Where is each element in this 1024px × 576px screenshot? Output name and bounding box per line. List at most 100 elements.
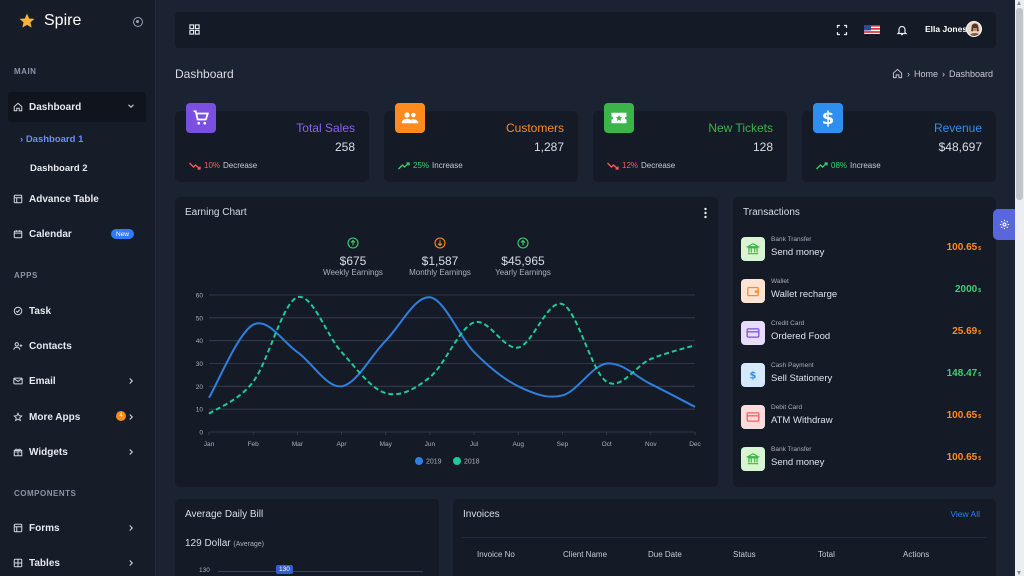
- sidebar-item-more-apps[interactable]: More Apps 4: [8, 403, 146, 431]
- chevron-right-icon: [129, 560, 134, 566]
- user-name[interactable]: Ella Jones: [925, 24, 968, 34]
- more-vertical-icon[interactable]: [703, 207, 708, 219]
- sidebar-item-label: Email: [29, 375, 56, 387]
- column-header[interactable]: Actions: [903, 550, 930, 559]
- sidebar-item-advance-table[interactable]: Advance Table: [8, 185, 146, 213]
- breadcrumb-current: Dashboard: [948, 68, 993, 79]
- sidebar-item-label: Forms: [29, 522, 60, 534]
- form-icon: [13, 523, 23, 533]
- sidebar: Spire MAIN Dashboard › Dashboard 1 Dashb…: [0, 0, 156, 576]
- settings-button[interactable]: [993, 209, 1015, 240]
- sidebar-item-tables[interactable]: Tables: [8, 549, 146, 576]
- column-header[interactable]: Due Date: [648, 550, 682, 559]
- stat-label: Total Sales: [296, 121, 355, 135]
- scrollbar-thumb[interactable]: [1016, 8, 1023, 200]
- breadcrumb-separator: ›: [941, 68, 945, 79]
- brand-name: Spire: [44, 12, 82, 29]
- earning-value: $45,965: [501, 254, 545, 268]
- column-header[interactable]: Status: [733, 550, 756, 559]
- svg-text:$: $: [750, 371, 757, 382]
- sidebar-subitem-dashboard-2[interactable]: Dashboard 2: [30, 163, 88, 174]
- sidebar-item-calendar[interactable]: Calendar New: [8, 220, 146, 248]
- apps-grid-icon[interactable]: [189, 24, 200, 35]
- us-flag-icon[interactable]: [864, 23, 880, 34]
- brand[interactable]: Spire: [18, 12, 81, 30]
- scroll-down-icon[interactable]: [1017, 571, 1021, 575]
- sidebar-item-label: Contacts: [29, 340, 72, 352]
- sidebar-subitem-dashboard-1[interactable]: › Dashboard 1: [20, 134, 84, 145]
- x-tick-label: Aug: [512, 441, 524, 448]
- y-tick-label: 40: [196, 338, 204, 345]
- gift-icon: [13, 447, 23, 457]
- column-header[interactable]: Invoice No: [477, 550, 515, 559]
- sidebar-toggle-icon[interactable]: [133, 17, 143, 27]
- home-icon[interactable]: [892, 68, 903, 79]
- average-daily-bill-card: Average Daily Bill 129 Dollar (Average) …: [175, 499, 439, 576]
- sidebar-item-label: Dashboard: [29, 101, 82, 113]
- bill-axis-label: 130: [199, 567, 210, 574]
- transaction-category: Bank Transfer: [771, 236, 812, 243]
- sidebar-item-label: Widgets: [29, 446, 68, 458]
- user-avatar[interactable]: [966, 21, 982, 37]
- transaction-name: Wallet recharge: [771, 289, 838, 300]
- sidebar-item-dashboard[interactable]: Dashboard: [8, 92, 146, 122]
- arrow-down-circle-icon: [434, 237, 446, 249]
- stat-trend: 10% Decrease: [189, 161, 257, 170]
- star-logo-icon: [19, 13, 35, 28]
- fullscreen-icon[interactable]: [836, 24, 848, 36]
- credit-card-icon: [741, 321, 765, 345]
- table-icon: [13, 194, 23, 204]
- card-title: Earning Chart: [185, 207, 247, 218]
- arrow-up-circle-icon: [347, 237, 359, 249]
- transaction-row[interactable]: Bank Transfer Send money 100.65$: [741, 234, 981, 274]
- stat-label: Revenue: [933, 121, 982, 135]
- column-header[interactable]: Client Name: [563, 550, 608, 559]
- scroll-up-icon[interactable]: [1017, 1, 1021, 5]
- transaction-row[interactable]: Wallet Wallet recharge 2000$: [741, 276, 981, 316]
- sidebar-item-email[interactable]: Email: [8, 367, 146, 395]
- sidebar-item-label: Advance Table: [29, 193, 99, 205]
- sidebar-item-task[interactable]: Task: [8, 297, 146, 325]
- bank-icon: [741, 237, 765, 261]
- sidebar-item-forms[interactable]: Forms: [8, 514, 146, 542]
- transaction-row[interactable]: Debit Card ATM Withdraw 100.65$: [741, 402, 981, 442]
- x-tick-label: Mar: [292, 441, 304, 448]
- x-tick-label: Nov: [645, 441, 657, 448]
- page-scrollbar[interactable]: [1015, 0, 1024, 576]
- earning-chart-card: Earning Chart $675 Weekly Earnings $1,58…: [175, 197, 718, 487]
- stat-value: $48,697: [938, 140, 982, 154]
- sidebar-item-label: Tables: [29, 557, 60, 569]
- amount-currency: $: [978, 246, 981, 252]
- section-components: COMPONENTS: [14, 489, 77, 498]
- legend-label-2019: 2019: [426, 459, 442, 466]
- arrow-up-circle-icon: [517, 237, 529, 249]
- cash-icon: $: [741, 363, 765, 387]
- stat-trend-text: Increase: [432, 161, 463, 170]
- calendar-icon: [13, 229, 23, 239]
- stat-card-new-tickets: New Tickets 128 12% Decrease: [593, 103, 787, 182]
- card-title: Average Daily Bill: [185, 509, 264, 520]
- earning-value: $675: [339, 254, 367, 268]
- transaction-row[interactable]: $ Cash Payment Sell Stationery 148.47$: [741, 360, 981, 400]
- view-all-link[interactable]: View All: [950, 509, 980, 519]
- transactions-card: Transactions Bank Transfer Send money 100.…: [733, 197, 996, 487]
- breadcrumb-home[interactable]: Home: [913, 68, 938, 79]
- amount-currency: $: [978, 456, 981, 462]
- chevron-right-icon: [129, 378, 134, 384]
- column-header[interactable]: Total: [818, 550, 835, 559]
- stat-trend-text: Increase: [850, 161, 881, 170]
- x-tick-label: Apr: [336, 441, 347, 448]
- transaction-row[interactable]: Bank Transfer Send money 100.65$: [741, 444, 981, 484]
- y-tick-label: 0: [199, 430, 203, 437]
- count-badge: 4: [116, 411, 126, 421]
- sidebar-item-contacts[interactable]: Contacts: [8, 332, 146, 360]
- sidebar-item-widgets[interactable]: Widgets: [8, 438, 146, 466]
- transaction-amount: 100.65$: [947, 242, 981, 253]
- transaction-name: Sell Stationery: [771, 373, 833, 384]
- series-line-2018: [208, 296, 696, 415]
- transaction-amount: 100.65$: [947, 452, 981, 463]
- bell-icon[interactable]: [896, 24, 908, 36]
- transaction-row[interactable]: Credit Card Ordered Food 25.69$: [741, 318, 981, 358]
- sidebar-item-label: Calendar: [29, 228, 72, 240]
- x-tick-label: Jul: [470, 441, 479, 448]
